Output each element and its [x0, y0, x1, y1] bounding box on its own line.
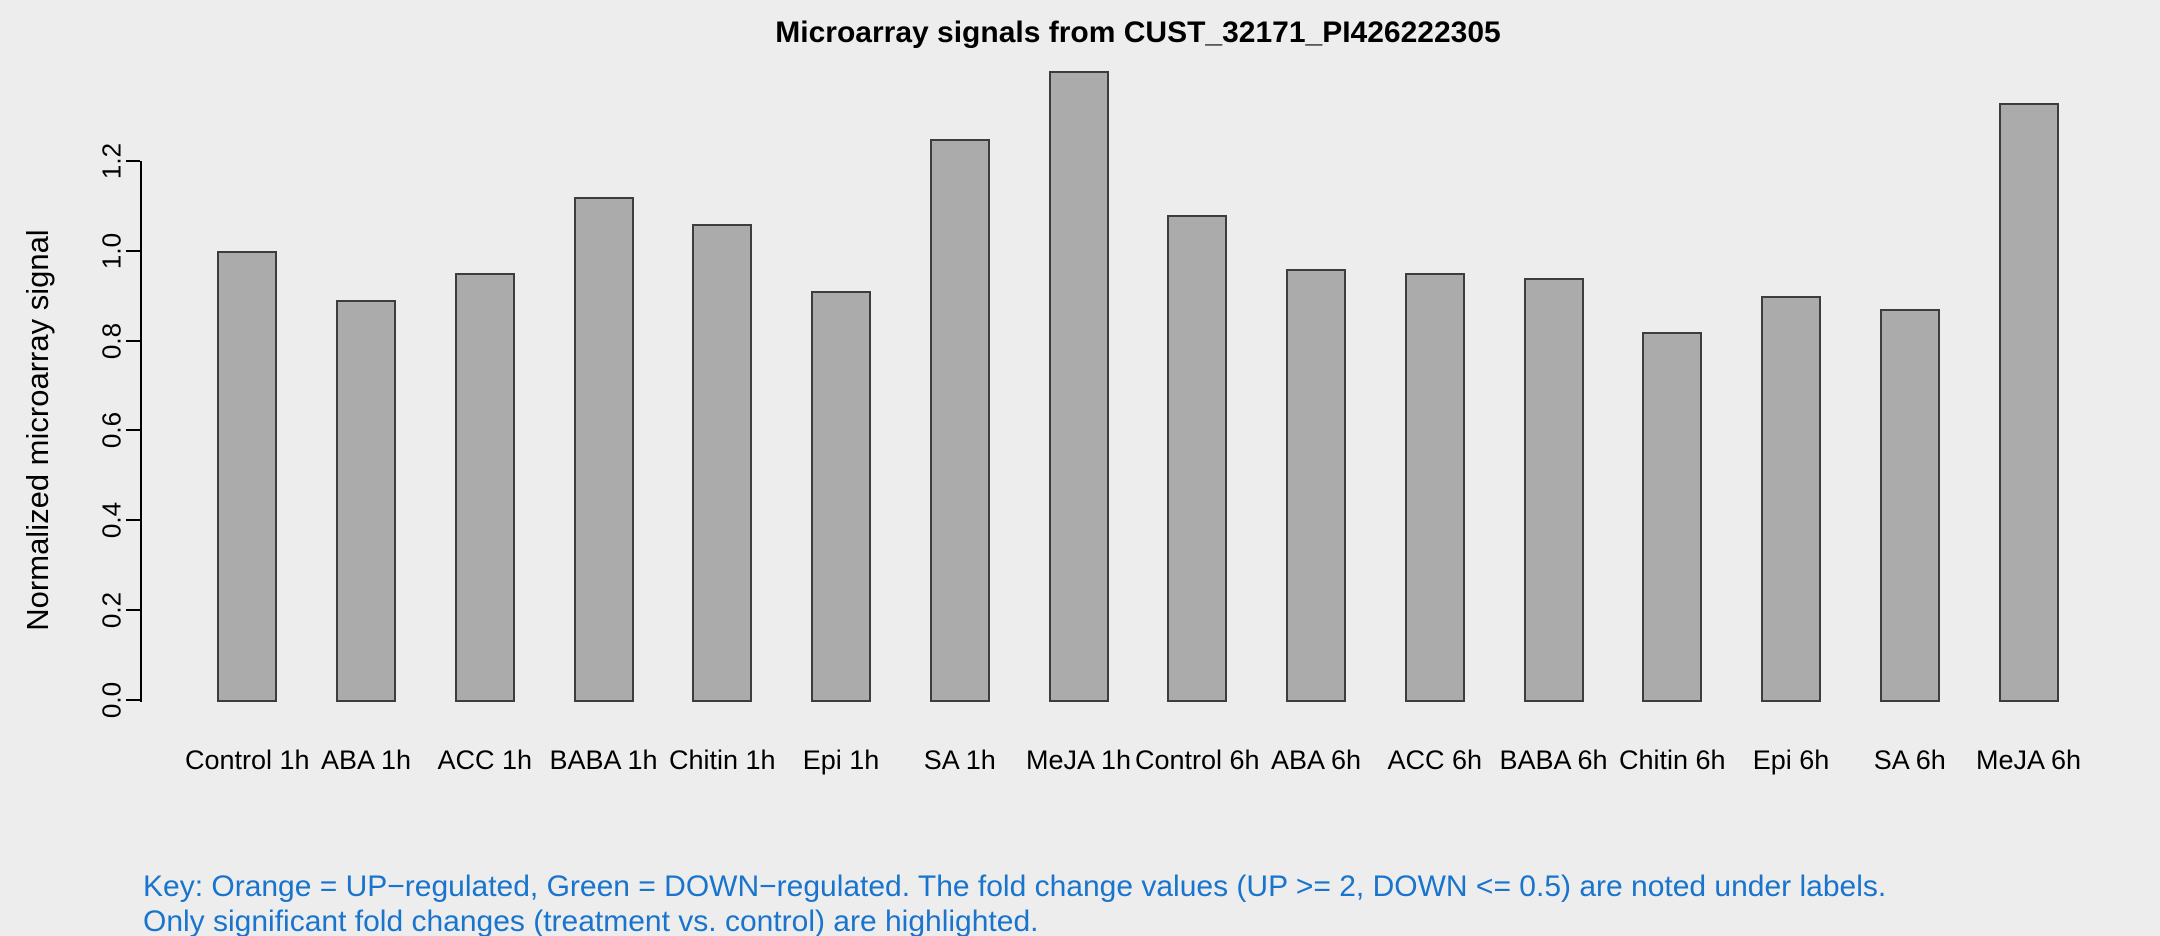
y-tick-label: 0.0: [96, 681, 127, 719]
bar-aba-1h: [336, 300, 396, 702]
x-axis-label: ABA 1h: [320, 745, 412, 775]
y-tick: [126, 159, 140, 162]
y-tick-label: 1.0: [96, 232, 127, 269]
bar-acc-1h: [454, 273, 515, 702]
x-axis-label: SA 1h: [923, 745, 996, 775]
x-axis-label: Control 6h: [1134, 745, 1260, 775]
y-tick: [126, 339, 140, 342]
x-axis-label: ACC 6h: [1387, 745, 1483, 775]
y-tick: [126, 519, 140, 522]
bar-baba-6h: [1523, 277, 1584, 702]
bar-epi-6h: [1761, 295, 1821, 702]
x-axis-label: ABA 6h: [1270, 745, 1362, 775]
bar-control-1h: [217, 250, 278, 702]
key-note: Key: Orange = UP−regulated, Green = DOWN…: [143, 869, 1886, 936]
x-axis-label: Chitin 6h: [1618, 745, 1726, 775]
y-tick-label: 1.2: [96, 142, 127, 180]
x-axis-label: Control 1h: [184, 745, 310, 775]
key-note-line1: Key: Orange = UP−regulated, Green = DOWN…: [143, 870, 1887, 903]
y-tick-label: 0.2: [96, 592, 127, 629]
y-tick: [126, 249, 140, 252]
bar-chitin-1h: [692, 223, 753, 702]
y-tick-label: 0.4: [96, 502, 127, 539]
x-axis-label: BABA 6h: [1499, 745, 1608, 775]
bar-chitin-6h: [1642, 331, 1703, 702]
x-axis-label: Epi 6h: [1752, 745, 1830, 775]
y-tick: [126, 609, 140, 612]
x-axis-label: ACC 1h: [437, 745, 533, 775]
bar-sa-1h: [929, 138, 990, 702]
y-tick: [126, 429, 140, 432]
bar-acc-6h: [1404, 273, 1465, 702]
x-axis-label: Chitin 1h: [668, 745, 776, 775]
x-axis-label: MeJA 6h: [1975, 745, 2082, 775]
y-tick-label: 0.8: [96, 322, 127, 359]
bar-aba-6h: [1286, 268, 1346, 702]
y-tick-label: 0.6: [96, 412, 127, 449]
x-axis-label: SA 6h: [1873, 745, 1946, 775]
y-tick: [126, 699, 140, 701]
chart-title: Microarray signals from CUST_32171_PI426…: [775, 16, 1501, 49]
y-axis-line: [140, 160, 142, 702]
x-axis-label: Epi 1h: [802, 745, 880, 775]
x-axis-label: MeJA 1h: [1025, 745, 1132, 775]
bar-sa-6h: [1879, 309, 1940, 702]
bar-meja-6h: [1998, 102, 2059, 702]
bar-control-6h: [1167, 214, 1228, 702]
bar-meja-1h: [1048, 71, 1109, 702]
bar-baba-1h: [573, 196, 634, 702]
y-axis-title: Normalized microarray signal: [20, 229, 55, 631]
key-note-line2: Only significant fold changes (treatment…: [143, 905, 1039, 936]
bar-epi-1h: [811, 291, 871, 702]
x-axis-label: BABA 1h: [549, 745, 658, 775]
